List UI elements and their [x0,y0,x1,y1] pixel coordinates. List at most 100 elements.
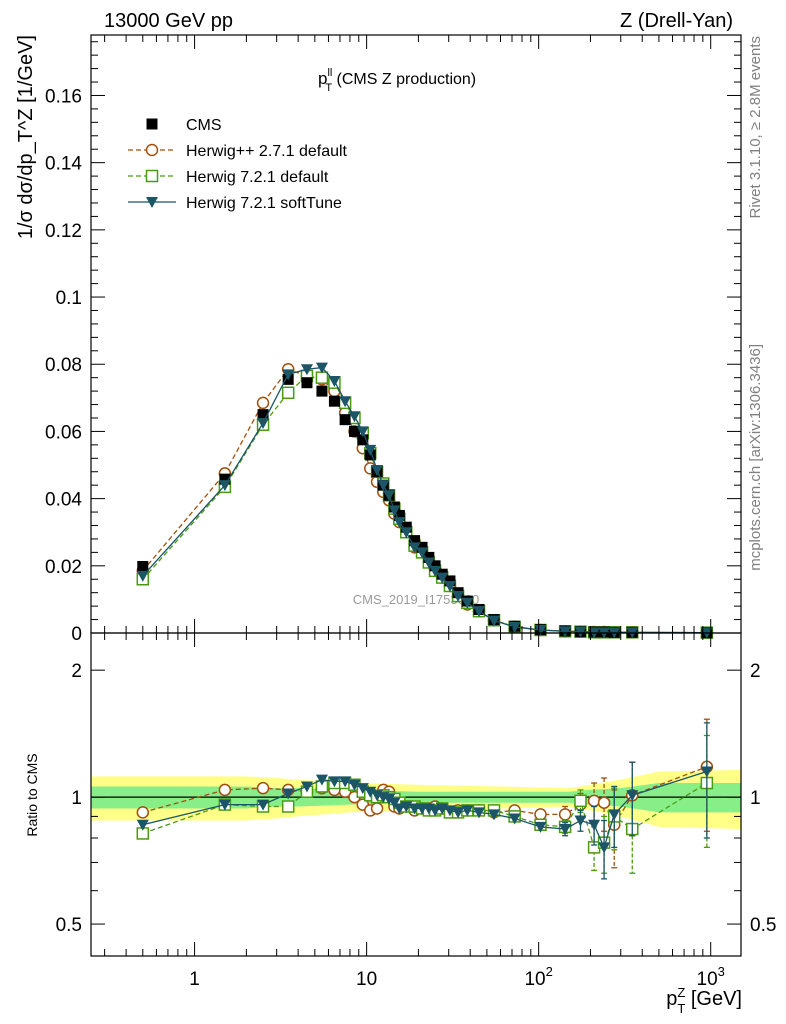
ratio-point-h721 [574,794,587,808]
mcplots-label: mcplots.cern.ch [arXiv:1306.3436] [747,344,764,571]
ratio-point-herwigpp [256,781,270,795]
main-point-soft [508,621,521,633]
ratio-y-tick-label-right: 1 [750,788,761,809]
legend-label-soft: Herwig 7.2.1 softTune [186,195,342,212]
x-tick-label: 102 [524,964,552,990]
ratio-point-soft [393,803,406,815]
rivet-version-label: Rivet 3.1.10, ≥ 2.8M events [747,36,764,219]
main-point-soft [388,505,401,517]
ratio-point-soft [700,766,713,778]
main-point-soft [408,542,421,554]
ratio-point-soft [388,797,401,809]
main-point-cms [393,509,405,521]
main-point-cms [301,377,313,389]
main-point-soft [339,396,352,408]
main-point-soft [257,418,270,430]
legend: CMS Herwig++ 2.7.1 default Herwig 7.2.1 de… [128,117,348,212]
main-point-soft [416,547,429,559]
ratio-y-tick-label: 0.5 [56,915,82,936]
main-y-tick-label: 0.06 [45,422,82,443]
ratio-point-soft [588,819,601,831]
main-point-soft [400,527,413,539]
ratio-point-soft [574,815,587,827]
legend-label-herwigpp: Herwig++ 2.7.1 default [186,143,348,160]
main-point-cms [400,521,412,533]
x-axis-label: pZ T [GeV] [666,985,742,1016]
main-point-soft [282,369,295,381]
main-point-soft [461,597,474,609]
main-y-tick-label: 0.16 [45,86,82,107]
main-point-soft [452,591,465,603]
ratio-point-soft [598,842,611,854]
ratio-y-tick-label-right: 0.5 [750,915,776,936]
main-point-cms [444,575,456,587]
plot-title: pll T (CMS Z production) [318,67,476,94]
main-point-cms [328,395,340,407]
main-point-soft [436,572,449,584]
ratio-y-tick-label: 1 [71,788,82,809]
legend-label-cms: CMS [186,117,222,134]
main-point-soft [218,480,231,492]
ratio-point-soft [534,821,547,833]
ratio-point-soft [136,819,149,831]
main-point-soft [364,444,377,456]
ratio-point-soft [348,779,361,791]
main-point-cms [348,425,360,437]
y-axis-label: 1/σ dσ/dp_T^Z [1/GeV] [15,35,37,239]
ratio-point-h721 [281,800,295,813]
ratio-point-soft [473,807,486,819]
main-y-tick-label: 0.1 [56,288,82,309]
main-point-cms [409,535,421,547]
ratio-point-herwigpp [587,794,601,808]
main-point-h721 [315,371,329,384]
ratio-point-soft [282,788,295,800]
main-point-soft [473,606,486,618]
header-right: Z (Drell-Yan) [620,10,733,32]
ratio-point-herwigpp [136,806,150,819]
main-y-tick-label: 0.12 [45,221,82,242]
x-tick-label: 103 [697,964,725,990]
ratio-point-herwigpp [597,796,611,809]
main-point-cms [357,434,369,446]
ratio-plot-panel: 0.5 0.5 1 1 2 2 1 10 102 103 Ratio to CMS pZ T [Ge… [24,632,776,1016]
main-point-soft [371,465,384,477]
legend-marker-h721 [145,169,159,183]
ratio-point-soft [300,781,313,793]
main-point-soft [356,426,369,438]
main-point-soft [315,362,328,374]
ratio-point-soft [608,809,621,821]
main-point-soft [429,565,442,577]
main-y-tick-label: 0.14 [45,154,82,175]
main-point-soft [348,411,361,423]
main-point-soft [328,376,341,388]
watermark: CMS_2019_I1753680 [353,592,480,607]
ratio-point-soft [508,813,521,825]
header-left: 13000 GeV pp [104,10,233,32]
ratio-point-soft [383,793,396,805]
legend-label-h721: Herwig 7.2.1 default [186,169,329,186]
ratio-point-soft [461,805,474,817]
main-point-cms [219,473,231,485]
ratio-y-tick-label-right: 2 [750,661,761,682]
ratio-point-soft [315,774,328,786]
ratio-point-herwigpp [370,802,384,815]
ratio-point-soft [218,799,231,811]
ratio-point-soft [328,776,341,788]
main-point-cms [429,560,441,572]
x-tick-label: 1 [189,969,200,990]
ratio-point-herwigpp [534,808,547,821]
ratio-point-herwigpp [558,808,572,821]
x-tick-label: 10 [356,969,377,990]
ratio-point-soft [364,786,377,798]
ratio-point-soft [257,799,270,811]
main-point-herwigpp [256,396,270,410]
main-point-cms [137,560,149,572]
main-point-h721 [281,386,295,400]
ratio-y-axis-label: Ratio to CMS [24,753,40,836]
ratio-y-tick-label: 2 [71,661,82,682]
ratio-point-herwigpp [218,783,232,797]
ratio-point-soft [626,790,639,802]
main-plot-panel: CMS_2019_I1753680 0 0.02 0.04 0.06 0.08 0.1 0.… [15,34,742,645]
main-point-soft [136,570,149,582]
